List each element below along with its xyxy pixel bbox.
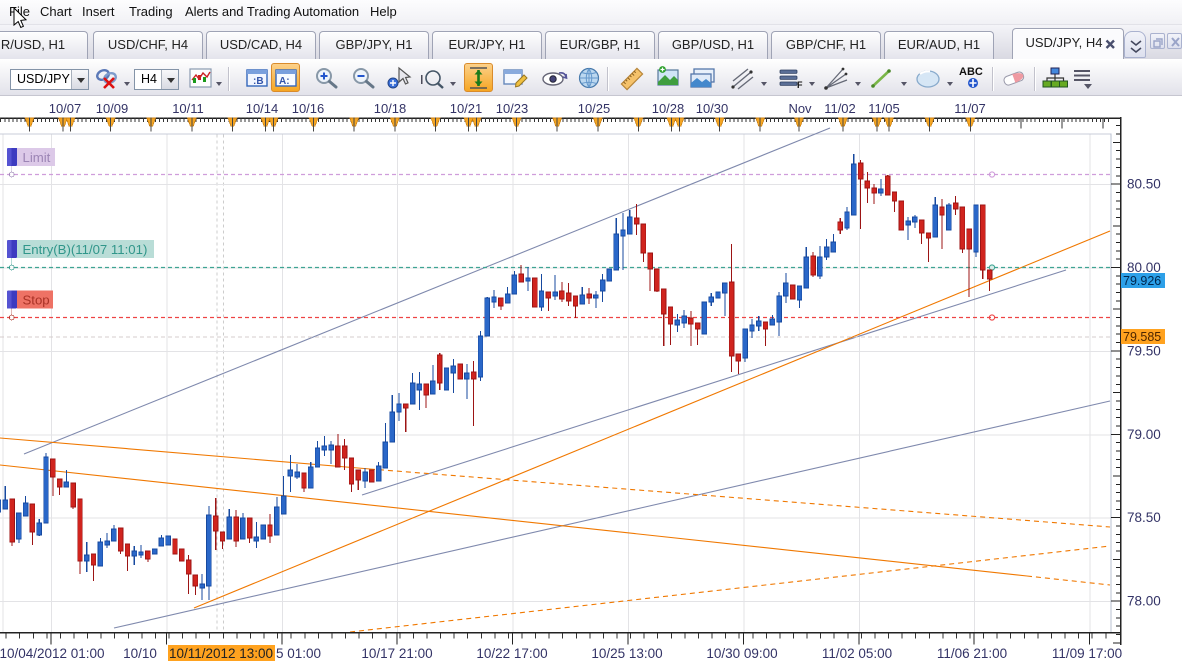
svg-text:I: I [420,72,424,87]
svg-text:5 01:00: 5 01:00 [276,646,321,661]
svg-text:10/30: 10/30 [696,101,729,116]
svg-text:A:: A: [279,76,290,87]
svg-text:78.50: 78.50 [1127,510,1161,525]
svg-text:79.50: 79.50 [1127,343,1161,358]
svg-text:10/28: 10/28 [652,101,685,116]
svg-text:10/11: 10/11 [172,101,204,116]
svg-text:10/14: 10/14 [246,101,279,116]
svg-text:10/09: 10/09 [96,101,129,116]
svg-text:78.00: 78.00 [1127,594,1161,609]
svg-text:11/02: 11/02 [824,101,856,116]
svg-text:10/16: 10/16 [292,101,325,116]
svg-text:Stop: Stop [23,292,50,307]
svg-text:Entry(B)(11/07 11:01): Entry(B)(11/07 11:01) [23,242,148,257]
svg-text:79.926: 79.926 [1123,274,1161,288]
svg-text:10/25: 10/25 [578,101,611,116]
svg-text:11/06 21:00: 11/06 21:00 [937,646,1007,661]
svg-text:10/17 21:00: 10/17 21:00 [361,646,432,661]
svg-text:10/11/2012 13:00: 10/11/2012 13:00 [169,646,273,661]
svg-text:10/30 09:00: 10/30 09:00 [706,646,777,661]
svg-text:11/07: 11/07 [954,101,986,116]
svg-text:Nov: Nov [788,101,812,116]
svg-text:10/22 17:00: 10/22 17:00 [476,646,547,661]
svg-text:80.50: 80.50 [1127,177,1161,192]
svg-text::B: :B [253,76,264,87]
svg-text:11/05: 11/05 [868,101,900,116]
svg-text:79.585: 79.585 [1123,330,1161,344]
svg-text:Limit: Limit [23,150,51,165]
svg-text:11/09 17:00: 11/09 17:00 [1052,646,1122,661]
svg-text:10/07: 10/07 [49,101,82,116]
svg-text:10/25 13:00: 10/25 13:00 [591,646,662,661]
svg-text:10/18: 10/18 [374,101,407,116]
svg-text:11/02 05:00: 11/02 05:00 [822,646,892,661]
svg-text:10/10: 10/10 [123,646,157,661]
svg-text:10/04/2012 01:00: 10/04/2012 01:00 [0,646,105,661]
svg-text:F: F [797,80,803,90]
svg-text:10/23: 10/23 [496,101,529,116]
svg-text:10/21: 10/21 [450,101,483,116]
svg-text:ABC: ABC [959,66,983,78]
svg-text:80.00: 80.00 [1127,260,1161,275]
svg-text:79.00: 79.00 [1127,427,1161,442]
